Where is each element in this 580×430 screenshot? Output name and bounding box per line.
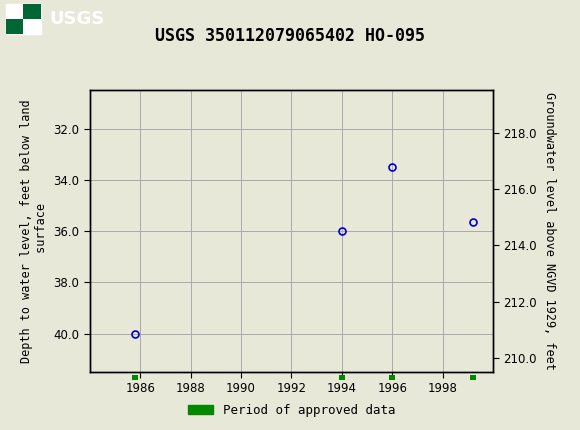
Bar (6, 4, 23, 19)
Bar (6, 4, 41, 34)
Text: USGS: USGS (49, 10, 104, 28)
Y-axis label: Groundwater level above NGVD 1929, feet: Groundwater level above NGVD 1929, feet (543, 92, 556, 370)
Y-axis label: Depth to water level, feet below land
 surface: Depth to water level, feet below land su… (20, 99, 48, 363)
Text: USGS 350112079065402 HO-095: USGS 350112079065402 HO-095 (155, 27, 425, 45)
Bar (23, 19, 41, 34)
Legend: Period of approved data: Period of approved data (183, 399, 400, 422)
Bar (23, 4, 41, 19)
Bar (6, 19, 23, 34)
